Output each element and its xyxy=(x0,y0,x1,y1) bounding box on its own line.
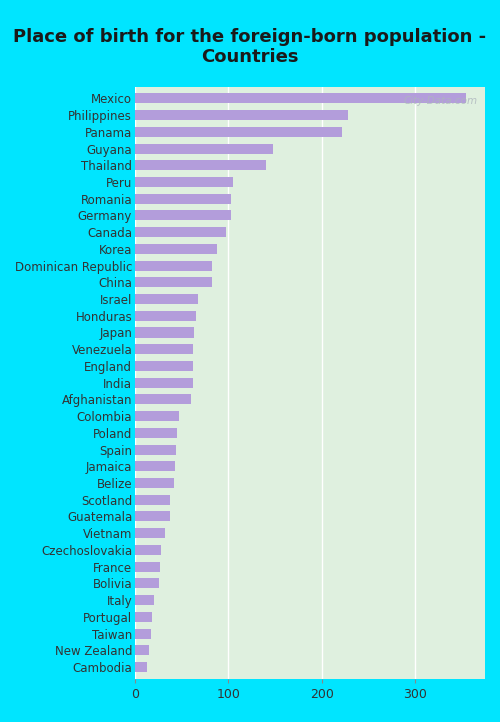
Bar xyxy=(135,445,176,455)
Bar xyxy=(135,578,160,588)
Bar xyxy=(135,562,160,572)
Bar xyxy=(135,193,231,204)
Bar xyxy=(135,394,191,404)
Bar xyxy=(135,310,196,321)
Bar xyxy=(135,511,170,521)
Bar xyxy=(135,495,170,505)
Bar xyxy=(135,378,193,388)
Bar xyxy=(135,277,212,287)
Text: Place of birth for the foreign-born population -
Countries: Place of birth for the foreign-born popu… xyxy=(14,27,486,66)
Bar xyxy=(135,361,193,371)
Bar xyxy=(135,428,177,438)
Bar xyxy=(135,461,175,471)
Bar xyxy=(135,210,231,220)
Text: City-Data.com: City-Data.com xyxy=(404,95,478,105)
Bar xyxy=(135,127,342,136)
Bar xyxy=(135,294,198,304)
Bar xyxy=(135,478,174,488)
Bar xyxy=(135,411,179,421)
Bar xyxy=(135,160,266,170)
Bar xyxy=(135,662,147,672)
Bar xyxy=(135,612,152,622)
Bar xyxy=(135,244,217,254)
Bar xyxy=(135,93,466,103)
Bar xyxy=(135,344,193,355)
Bar xyxy=(135,645,149,656)
Bar xyxy=(135,529,165,538)
Bar xyxy=(135,261,212,271)
Bar xyxy=(135,110,348,120)
Bar xyxy=(135,545,161,555)
Bar xyxy=(135,144,273,154)
Bar xyxy=(135,629,151,638)
Bar xyxy=(135,595,154,605)
Bar xyxy=(135,328,194,337)
Bar xyxy=(135,227,226,237)
Bar xyxy=(135,177,233,187)
